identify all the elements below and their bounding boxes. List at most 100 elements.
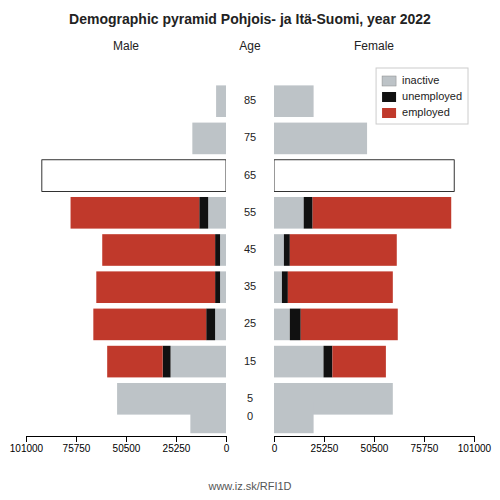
- bar: [392, 383, 393, 415]
- tick-label: 0: [224, 443, 230, 454]
- bar: [274, 234, 284, 266]
- legend-swatch: [382, 92, 396, 102]
- bar: [313, 85, 314, 117]
- bar: [313, 402, 314, 434]
- bar: [117, 383, 118, 415]
- bar: [192, 123, 193, 155]
- bar: [192, 123, 226, 155]
- axis-domain: [27, 437, 227, 443]
- bar: [313, 402, 314, 434]
- bar: [274, 309, 290, 341]
- bar: [206, 309, 215, 341]
- axis-label: Male: [113, 39, 139, 53]
- bar: [215, 234, 220, 266]
- tick-mark: [26, 436, 27, 442]
- bar: [71, 197, 200, 229]
- bar: [220, 271, 226, 303]
- tick-mark: [274, 436, 275, 442]
- tick-label: 101000: [10, 443, 44, 454]
- tick-mark: [324, 436, 325, 442]
- tick-mark: [374, 436, 375, 442]
- bar: [199, 197, 208, 229]
- tick: 0: [224, 436, 230, 454]
- bar: [274, 197, 304, 229]
- tick-label: 45: [244, 243, 256, 255]
- bar: [324, 346, 333, 378]
- bar: [190, 402, 191, 434]
- tick-label: 75750: [63, 443, 91, 454]
- tick-mark: [424, 436, 425, 442]
- tick-mark: [126, 436, 127, 442]
- bar: [216, 85, 217, 117]
- bar: [208, 197, 226, 229]
- axis-label: Age: [239, 39, 261, 53]
- bar: [274, 346, 324, 378]
- bar: [163, 346, 171, 378]
- bar: [313, 85, 314, 117]
- tick-mark: [226, 436, 227, 442]
- tick-label: 25250: [163, 443, 191, 454]
- bar: [190, 402, 226, 434]
- y-tick-labels: 857565554535251550: [244, 94, 256, 422]
- bar: [367, 123, 368, 155]
- bar: [216, 85, 226, 117]
- x-axis: 0 25250 50500 75750 101000: [10, 436, 230, 454]
- tick-label: 25250: [311, 443, 339, 454]
- bar: [274, 271, 282, 303]
- bar: [216, 85, 217, 117]
- tick-label: 75750: [411, 443, 439, 454]
- bars: [274, 85, 454, 433]
- tick: 75750: [63, 436, 91, 454]
- bar: [392, 383, 393, 415]
- tick-label: 85: [244, 94, 256, 106]
- tick-label: 15: [244, 355, 256, 367]
- tick: 0: [272, 436, 278, 454]
- axis-domain: [275, 437, 475, 443]
- bar: [171, 346, 226, 378]
- bar: [190, 402, 191, 434]
- tick: 25250: [163, 436, 191, 454]
- title: Demographic pyramid Pohjois- ja Itä-Suom…: [69, 11, 431, 27]
- bar: [102, 234, 215, 266]
- legend-label: inactive: [402, 74, 439, 86]
- axis-label: Female: [354, 39, 394, 53]
- tick: 50500: [361, 436, 389, 454]
- legend-label: unemployed: [402, 90, 462, 102]
- tick-label: 0: [272, 443, 278, 454]
- bar: [215, 271, 220, 303]
- panel: 0 25250 50500 75750 101000 Male: [10, 39, 230, 454]
- bar: [96, 271, 215, 303]
- panel: 0 25250 50500 75750 101000 Female: [272, 39, 492, 454]
- bar: [284, 234, 290, 266]
- tick-label: 0: [247, 410, 253, 422]
- bar: [192, 123, 193, 155]
- tick-label: 50500: [113, 443, 141, 454]
- tick: 101000: [10, 436, 44, 454]
- bar: [93, 309, 206, 341]
- annotation: www.iz.sk/RFI1D: [207, 480, 291, 492]
- bar: [288, 271, 393, 303]
- tick-label: 55: [244, 206, 256, 218]
- tick-label: 25: [244, 317, 256, 329]
- legend-swatch: [382, 108, 396, 118]
- bar: [290, 234, 397, 266]
- bar: [274, 123, 367, 155]
- bar: [367, 123, 368, 155]
- tick: 75750: [411, 436, 439, 454]
- x-axis: 0 25250 50500 75750 101000: [272, 436, 492, 454]
- legend: inactive unemployed employed: [376, 68, 468, 124]
- bar: [215, 309, 226, 341]
- legend-frame: [376, 68, 468, 124]
- tick-mark: [176, 436, 177, 442]
- tick: 101000: [458, 436, 492, 454]
- chart: Demographic pyramid Pohjois- ja Itä-Suom…: [0, 0, 500, 500]
- bar: [304, 197, 313, 229]
- legend-swatch: [382, 76, 396, 86]
- legend-label: employed: [402, 106, 450, 118]
- bar: [282, 271, 288, 303]
- bar: [117, 383, 118, 415]
- bar: [332, 346, 385, 378]
- tick-label: 35: [244, 280, 256, 292]
- bar: [301, 309, 398, 341]
- tick-label: 101000: [458, 443, 492, 454]
